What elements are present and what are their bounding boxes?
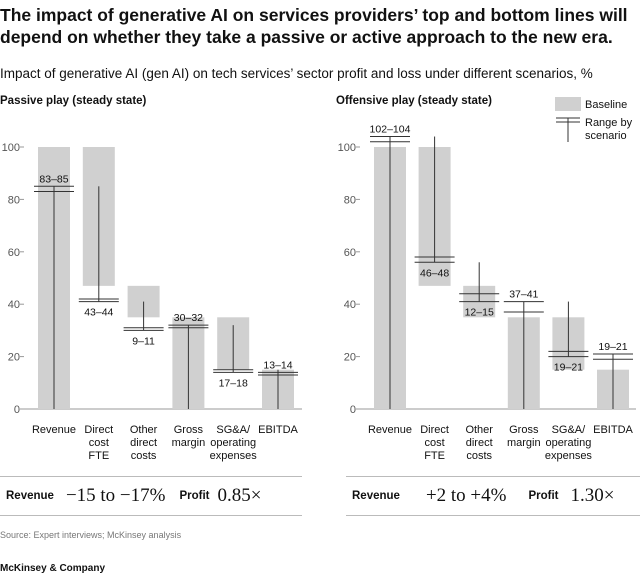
y-tick-label: 100: [338, 142, 356, 154]
source-note: Source: Expert interviews; McKinsey anal…: [0, 530, 182, 540]
legend-range-label-1: Range by: [585, 117, 633, 129]
y-tick-label: 40: [344, 299, 356, 311]
passive-revenue-label: Revenue: [6, 490, 54, 502]
category-label: SG&A/: [552, 424, 587, 436]
category-label: cost: [425, 437, 445, 449]
category-label: operating: [545, 437, 591, 449]
legend-range-label-2: scenario: [585, 130, 627, 142]
category-label: margin: [172, 437, 206, 449]
legend-baseline-label: Baseline: [585, 99, 627, 111]
charts-canvas: 02040608010083–85Revenue43–44DirectcostF…: [2, 97, 636, 462]
right-panel-title: Offensive play (steady state): [336, 95, 492, 107]
category-label: EBITDA: [593, 424, 633, 436]
offensive-play-chart: 020406080100102–104Revenue46–48Directcos…: [338, 124, 636, 462]
y-tick-label: 80: [8, 194, 20, 206]
offensive-summary: Revenue +2 to +4% Profit 1.30×: [346, 476, 640, 516]
category-label: expenses: [545, 450, 593, 462]
range-label: 46–48: [420, 267, 449, 279]
y-tick-label: 100: [2, 142, 20, 154]
y-tick-label: 0: [14, 404, 20, 416]
chart-subtitle: Impact of generative AI (gen AI) on tech…: [0, 66, 593, 81]
range-label: 102–104: [370, 124, 411, 136]
category-label: Direct: [84, 424, 113, 436]
range-label: 43–44: [84, 307, 113, 319]
passive-profit-label: Profit: [179, 490, 210, 502]
category-label: Direct: [420, 424, 449, 436]
y-tick-label: 0: [350, 404, 356, 416]
category-label: Revenue: [368, 424, 412, 436]
category-label: costs: [466, 450, 492, 462]
category-label: EBITDA: [258, 424, 298, 436]
category-label: FTE: [424, 450, 445, 462]
category-label: Gross: [509, 424, 539, 436]
category-label: Other: [465, 424, 493, 436]
offensive-profit-value: 1.30×: [570, 485, 615, 506]
range-label: 37–41: [509, 289, 538, 301]
brand-logo-text: McKinsey & Company: [0, 563, 106, 574]
category-label: direct: [130, 437, 157, 449]
y-tick-label: 20: [8, 352, 20, 364]
category-label: FTE: [88, 450, 109, 462]
range-label: 13–14: [263, 359, 292, 371]
range-label: 9–11: [132, 335, 155, 347]
chart-legend: Baseline Range by scenario: [555, 97, 633, 142]
passive-profit-value: 0.85×: [217, 485, 262, 506]
category-label: operating: [210, 437, 256, 449]
category-label: direct: [466, 437, 493, 449]
passive-revenue-value: −15 to −17%: [65, 485, 166, 506]
y-tick-label: 20: [344, 352, 356, 364]
y-tick-label: 60: [344, 247, 356, 259]
left-panel-title: Passive play (steady state): [0, 95, 147, 107]
passive-summary: Revenue −15 to −17% Profit 0.85×: [0, 476, 302, 516]
range-label: 30–32: [174, 312, 203, 324]
range-label: 12–15: [465, 307, 494, 319]
category-label: Gross: [174, 424, 204, 436]
category-label: Revenue: [32, 424, 76, 436]
category-label: cost: [89, 437, 109, 449]
offensive-revenue-value: +2 to +4%: [425, 485, 507, 506]
offensive-revenue-label: Revenue: [352, 490, 400, 502]
category-label: costs: [131, 450, 157, 462]
chart-headline: The impact of generative AI on services …: [0, 5, 628, 47]
y-tick-label: 60: [8, 247, 20, 259]
category-label: expenses: [210, 450, 258, 462]
passive-play-chart: 0 20 40 60 80 100 83–85 Revenue 43–44 DirectcostF…: [2, 142, 302, 462]
y-tick-label: 80: [344, 194, 356, 206]
range-label: 17–18: [219, 377, 248, 389]
y-tick-label: 40: [8, 299, 20, 311]
category-label: margin: [507, 437, 541, 449]
category-label: SG&A/: [216, 424, 251, 436]
range-label: 19–21: [554, 362, 583, 374]
category-label: Other: [130, 424, 158, 436]
legend-baseline-swatch: [555, 97, 581, 111]
range-label: 19–21: [598, 341, 627, 353]
offensive-profit-label: Profit: [528, 490, 559, 502]
range-label: 83–85: [39, 173, 68, 185]
